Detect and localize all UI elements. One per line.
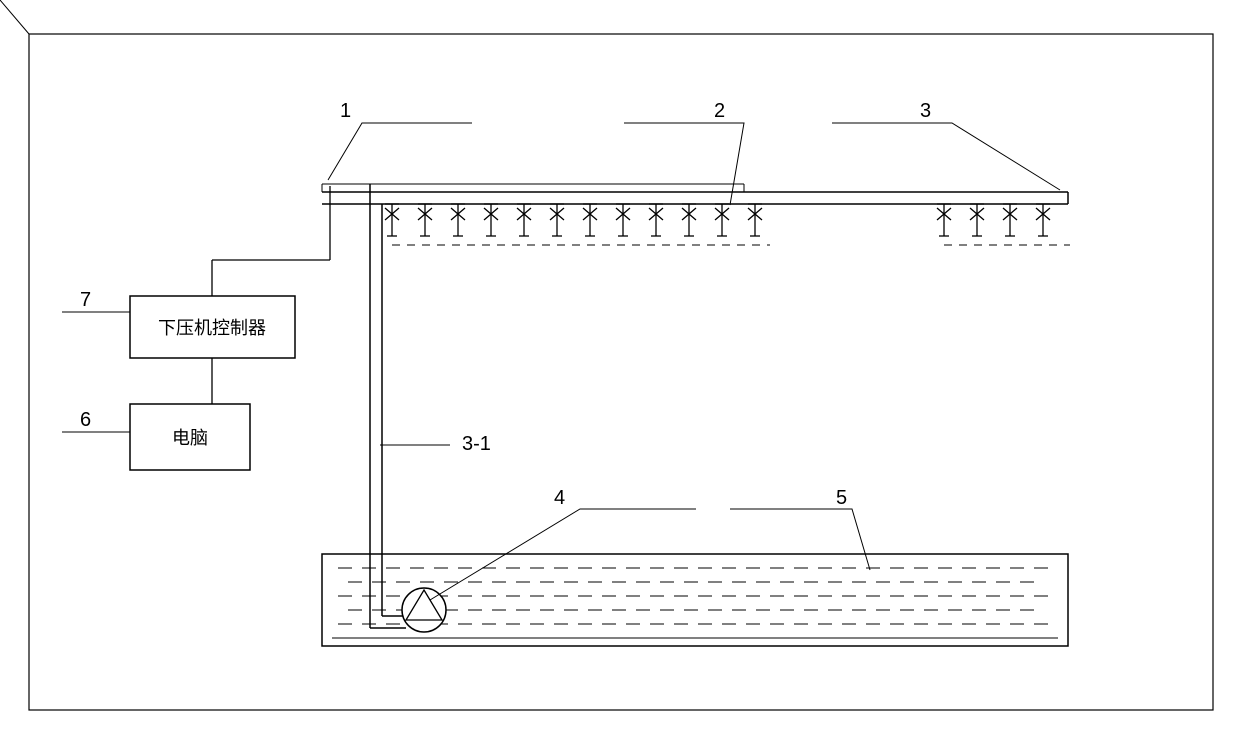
computer-label: 电脑: [172, 428, 208, 448]
controller-label: 下压机控制器: [158, 318, 266, 338]
callout-label-l5: 5: [836, 487, 847, 509]
nozzle-icon: [517, 204, 531, 236]
diagram-frame: [29, 34, 1213, 710]
callout-label-l3_1: 3-1: [462, 433, 491, 455]
nozzle-icon: [616, 204, 630, 236]
callout-line-l1: [328, 123, 472, 180]
nozzle-icon: [451, 204, 465, 236]
nozzle-icon: [748, 204, 762, 236]
nozzle-icon: [550, 204, 564, 236]
callout-label-l6: 6: [80, 409, 91, 431]
control-wires: [212, 186, 330, 404]
callout-label-l1: 1: [340, 100, 351, 122]
callout-line-l3: [832, 123, 1060, 190]
nozzle-icon: [649, 204, 663, 236]
nozzle-icon: [583, 204, 597, 236]
controller-box: 下压机控制器: [130, 296, 295, 358]
nozzle-icon: [484, 204, 498, 236]
vertical-pipe: [322, 184, 406, 628]
nozzle-icon: [937, 204, 951, 236]
nozzle-icon: [970, 204, 984, 236]
nozzle-group-left: [385, 204, 762, 236]
nozzle-icon: [1036, 204, 1050, 236]
computer-box: 电脑: [130, 404, 250, 470]
nozzle-icon: [682, 204, 696, 236]
nozzle-group-right: [937, 204, 1050, 236]
callout-label-l7: 7: [80, 289, 91, 311]
top-pipe: [322, 184, 1068, 204]
nozzle-icon: [385, 204, 399, 236]
corner-tick: [0, 0, 29, 34]
callout-label-l4: 4: [554, 487, 565, 509]
callout-label-l3: 3: [920, 100, 931, 122]
callout-label-l2: 2: [714, 100, 725, 122]
callout-line-l5: [730, 509, 870, 570]
nozzle-icon: [1003, 204, 1017, 236]
nozzle-icon: [418, 204, 432, 236]
nozzle-icon: [715, 204, 729, 236]
